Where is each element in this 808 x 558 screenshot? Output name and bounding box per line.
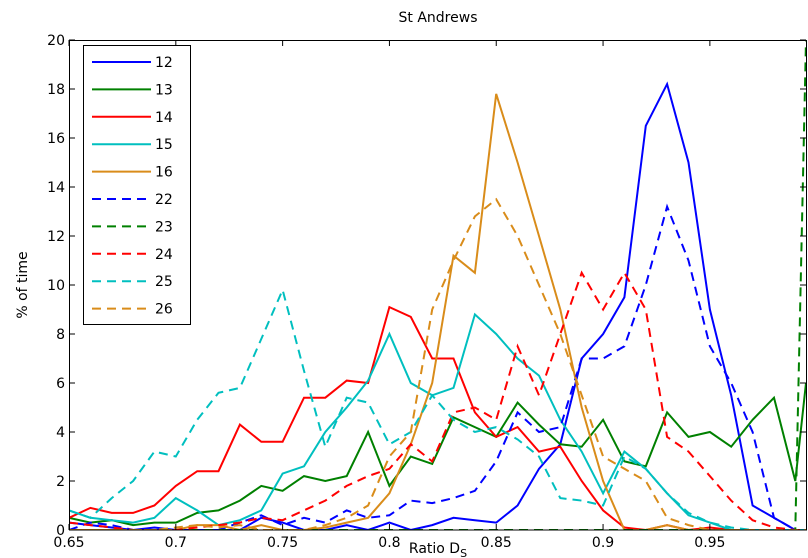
y-tick-label: 16 (47, 131, 65, 147)
x-label-subscript: S (460, 547, 467, 558)
chart-title: St Andrews (399, 10, 478, 26)
x-tick-label: 0.95 (694, 535, 725, 551)
x-tick-label: 0.9 (592, 535, 614, 551)
legend: 12 13 14 15 16 22 23 24 25 26 (83, 45, 191, 325)
legend-label: 15 (155, 137, 173, 153)
legend-label: 12 (155, 55, 173, 71)
y-tick-label: 18 (47, 82, 65, 98)
series-line (69, 203, 806, 530)
legend-label: 16 (155, 165, 173, 181)
legend-label: 26 (155, 302, 173, 318)
x-tick-label: 0.7 (165, 535, 187, 551)
x-label-main: Ratio D (409, 541, 460, 557)
series-line (69, 270, 806, 530)
legend-label: 24 (155, 247, 173, 263)
y-tick-label: 10 (47, 278, 65, 294)
legend-label: 14 (155, 110, 173, 126)
legend-box (83, 45, 191, 325)
y-tick-label: 2 (56, 474, 65, 490)
series-line (69, 81, 806, 530)
legend-label: 22 (155, 192, 173, 208)
legend-label: 25 (155, 274, 173, 290)
x-tick-label: 0.85 (481, 535, 512, 551)
x-tick-label: 0.65 (53, 535, 84, 551)
y-tick-label: 12 (47, 229, 65, 245)
x-tick-label: 0.8 (378, 535, 400, 551)
y-tick-label: 6 (56, 376, 65, 392)
y-tick-label: 20 (47, 33, 65, 49)
x-tick-label: 0.75 (267, 535, 298, 551)
legend-label: 13 (155, 82, 173, 98)
y-tick-label: 0 (56, 523, 65, 539)
y-tick-label: 14 (47, 180, 65, 196)
series-line (69, 197, 806, 530)
y-tick-label: 8 (56, 327, 65, 343)
x-axis-label: Ratio DS (409, 541, 467, 558)
series-line (69, 286, 806, 530)
legend-label: 23 (155, 219, 173, 235)
y-tick-label: 4 (56, 425, 65, 441)
series-line (69, 312, 806, 530)
y-axis-label: % of time (15, 251, 31, 318)
series-line (69, 382, 807, 527)
